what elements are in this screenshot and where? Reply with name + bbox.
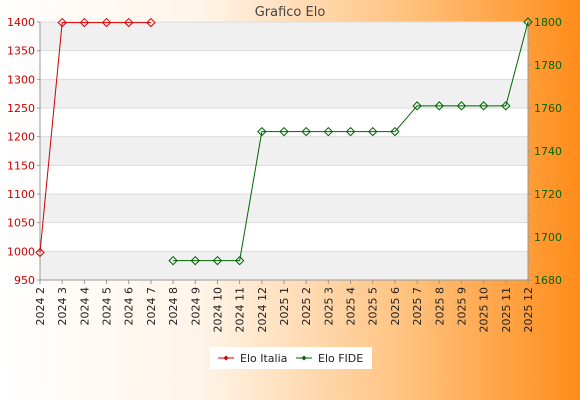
data-point-elo-fide bbox=[212, 255, 223, 266]
data-point-elo-italia bbox=[101, 17, 112, 28]
grid-band bbox=[40, 251, 528, 280]
data-point-elo-italia bbox=[35, 247, 45, 258]
data-point-elo-fide bbox=[323, 126, 334, 137]
y-left-tick-label: 1050 bbox=[7, 217, 35, 230]
legend bbox=[210, 347, 372, 369]
data-point-elo-fide bbox=[168, 255, 178, 266]
x-tick-label: 2025 11 bbox=[500, 287, 513, 333]
y-right-tick-label: 1740 bbox=[534, 145, 562, 158]
y-right-tick-label: 1720 bbox=[534, 188, 562, 201]
x-tick-label: 2024 7 bbox=[145, 287, 158, 326]
y-left-tick-label: 1000 bbox=[7, 245, 35, 258]
x-tick-label: 2025 8 bbox=[433, 287, 446, 326]
data-point-elo-fide bbox=[190, 255, 200, 266]
data-point-elo-italia bbox=[124, 17, 134, 28]
x-tick-label: 2025 7 bbox=[411, 287, 424, 326]
data-point-elo-fide bbox=[257, 126, 267, 137]
x-tick-label: 2024 11 bbox=[234, 287, 247, 333]
x-tick-label: 2024 3 bbox=[56, 287, 69, 326]
data-point-elo-fide bbox=[501, 101, 511, 111]
data-point-elo-fide bbox=[412, 101, 422, 111]
grid-band bbox=[40, 79, 528, 108]
x-tick-label: 2025 5 bbox=[367, 287, 380, 326]
data-point-elo-fide bbox=[434, 101, 444, 111]
x-tick-label: 2024 8 bbox=[167, 287, 180, 326]
y-left-tick-label: 1250 bbox=[7, 102, 35, 115]
grid-band bbox=[40, 22, 528, 51]
x-tick-label: 2025 6 bbox=[389, 287, 402, 326]
x-tick-label: 2025 10 bbox=[478, 287, 491, 333]
x-tick-label: 2025 3 bbox=[322, 287, 335, 326]
x-tick-label: 2024 2 bbox=[34, 287, 47, 326]
data-point-elo-fide bbox=[390, 126, 400, 137]
y-right-tick-label: 1760 bbox=[534, 102, 562, 115]
x-tick-label: 2025 4 bbox=[345, 287, 358, 326]
data-point-elo-italia bbox=[57, 17, 67, 28]
legend-marker-elo-fide bbox=[301, 355, 307, 361]
y-right-tick-label: 1780 bbox=[534, 59, 562, 72]
y-right-tick-label: 1700 bbox=[534, 231, 562, 244]
legend-label-elo-italia: Elo Italia bbox=[240, 352, 287, 365]
x-tick-label: 2024 5 bbox=[101, 287, 114, 326]
series-line-elo-fide bbox=[173, 21, 529, 262]
x-tick-label: 2024 9 bbox=[189, 287, 202, 326]
legend-label-elo-fide: Elo FIDE bbox=[318, 352, 363, 365]
y-left-tick-label: 1100 bbox=[7, 188, 35, 201]
grid-band bbox=[40, 194, 528, 223]
x-tick-label: 2025 1 bbox=[278, 287, 291, 326]
x-tick-label: 2025 2 bbox=[300, 287, 313, 326]
y-left-tick-label: 1350 bbox=[7, 45, 35, 58]
x-tick-label: 2025 9 bbox=[455, 287, 468, 326]
x-tick-label: 2024 12 bbox=[256, 287, 269, 333]
data-point-elo-fide bbox=[234, 255, 245, 266]
x-tick-label: 2024 4 bbox=[78, 287, 91, 326]
y-left-tick-label: 1300 bbox=[7, 73, 35, 86]
x-tick-label: 2024 6 bbox=[123, 287, 136, 326]
data-point-elo-fide bbox=[478, 101, 489, 111]
data-point-elo-fide bbox=[456, 101, 467, 111]
x-tick-label: 2025 12 bbox=[522, 287, 535, 333]
data-point-elo-italia bbox=[79, 17, 90, 28]
y-left-tick-label: 1200 bbox=[7, 131, 35, 144]
y-right-tick-label: 1680 bbox=[534, 274, 562, 287]
chart-title: Grafico Elo bbox=[255, 5, 326, 20]
data-point-elo-fide bbox=[345, 126, 356, 137]
data-point-elo-fide bbox=[368, 126, 378, 137]
legend-marker-elo-italia bbox=[223, 355, 229, 361]
x-tick-label: 2024 10 bbox=[211, 287, 224, 333]
y-left-tick-label: 1400 bbox=[7, 16, 35, 29]
data-point-elo-italia bbox=[146, 17, 156, 28]
y-right-tick-label: 1800 bbox=[534, 16, 562, 29]
y-left-tick-label: 1150 bbox=[7, 159, 35, 172]
y-left-tick-label: 950 bbox=[14, 274, 35, 287]
grid-band bbox=[40, 136, 528, 166]
data-point-elo-fide bbox=[301, 126, 311, 137]
data-point-elo-fide bbox=[523, 17, 533, 27]
data-point-elo-fide bbox=[279, 126, 289, 137]
